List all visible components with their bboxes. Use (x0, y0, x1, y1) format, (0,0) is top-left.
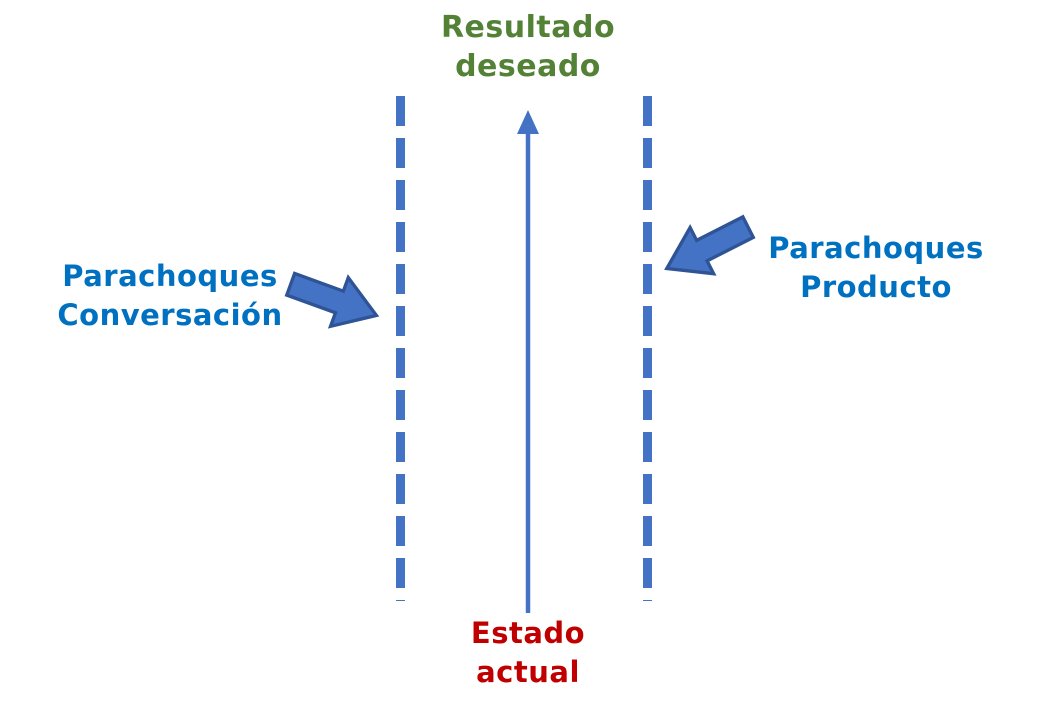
product-bumper-label: Parachoques Producto (768, 231, 984, 304)
current-state-label: Estado actual (470, 616, 586, 689)
right-dashed-guardrail-line (643, 96, 652, 601)
upward-progress-arrow-icon (517, 110, 539, 613)
desired-result-label: Resultado deseado (440, 10, 616, 84)
left-dashed-guardrail-line (396, 96, 405, 601)
block-arrow-left-icon (664, 214, 756, 276)
block-arrow-right-icon (284, 271, 380, 329)
conversation-bumper-label: Parachoques Conversación (57, 259, 283, 332)
